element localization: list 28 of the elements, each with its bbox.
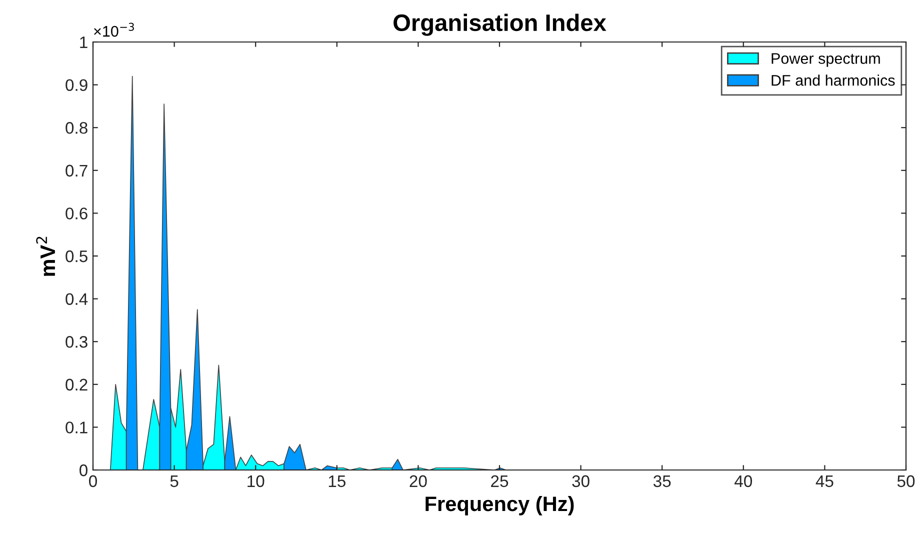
- x-tick-label: 5: [170, 475, 178, 488]
- y-tick-label: 0: [80, 464, 88, 476]
- y-tick-label: 0.7: [66, 164, 88, 177]
- y-tick-label: 1: [80, 36, 88, 48]
- x-tick-label: 10: [248, 475, 264, 488]
- x-tick-label: 45: [816, 475, 834, 488]
- legend-label: Power spectrum: [772, 53, 880, 67]
- x-tick-label: 40: [734, 475, 752, 488]
- legend-label: DF and harmonics: [772, 74, 895, 86]
- chart-title: Organisation Index: [394, 14, 606, 36]
- y-axis-title: mV$^{2}$: [36, 236, 55, 276]
- y-tick-label: 0.9: [66, 79, 88, 92]
- x-axis-title: Frequency (Hz): [426, 496, 574, 516]
- y-tick-label: 0.5: [66, 250, 88, 262]
- x-tick-label: 0: [89, 475, 97, 488]
- y-tick-label: 0.2: [66, 378, 88, 391]
- x-tick-label: 30: [572, 475, 590, 488]
- x-tick-label: 35: [653, 475, 671, 488]
- x-tick-label: 20: [410, 475, 427, 488]
- y-tick-label: 0.8: [66, 122, 88, 134]
- x-tick-label: 15: [328, 475, 346, 488]
- y-tick-label: 0.1: [66, 422, 88, 434]
- y-tick-label: 0.3: [66, 336, 88, 348]
- y-tick-label: 0.4: [66, 293, 88, 306]
- y-tick-label: 0.6: [66, 208, 88, 220]
- text: ×10$^{−3}$: [94, 22, 134, 37]
- x-tick-label: 25: [491, 475, 508, 488]
- x-tick-label: 50: [897, 475, 915, 488]
